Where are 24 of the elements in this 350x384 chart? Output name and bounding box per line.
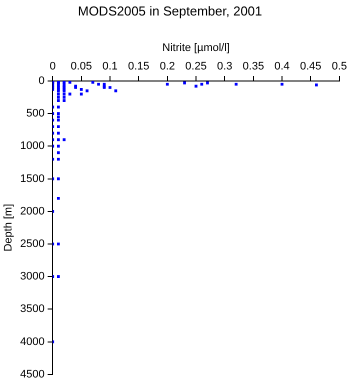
y-tick-label: 3500: [20, 303, 45, 316]
x-tick-label: 0.2: [160, 60, 175, 72]
y-tick-label: 4000: [20, 336, 45, 348]
y-tick-label: 2000: [20, 205, 45, 218]
x-tick-label: 0.15: [128, 60, 150, 72]
y-tick-label: 1500: [20, 172, 45, 185]
y-tick-label: 2500: [20, 238, 45, 250]
y-axis-title: Depth [m]: [2, 204, 15, 252]
y-tick-label: 500: [26, 108, 45, 120]
x-tick-label: 0.5: [332, 60, 348, 72]
y-tick-label: 3000: [20, 270, 45, 283]
chart-title: MODS2005 in September, 2001: [78, 3, 262, 18]
x-tick-label: 0.4: [274, 60, 290, 72]
x-tick-label: 0: [50, 60, 56, 72]
x-tick-label: 0.05: [70, 60, 92, 72]
x-tick-label: 0.35: [242, 60, 264, 72]
x-tick-label: 0.1: [102, 60, 118, 72]
x-tick-label: 0.25: [185, 60, 207, 72]
y-tick-label: 1000: [20, 140, 45, 152]
x-axis-title: Nitrite [µmol/l]: [162, 42, 230, 54]
x-tick-label: 0.3: [217, 60, 232, 72]
y-tick-label: 4500: [20, 368, 45, 380]
x-tick-label: 0.45: [300, 60, 322, 72]
y-tick-label: 0: [38, 75, 45, 88]
